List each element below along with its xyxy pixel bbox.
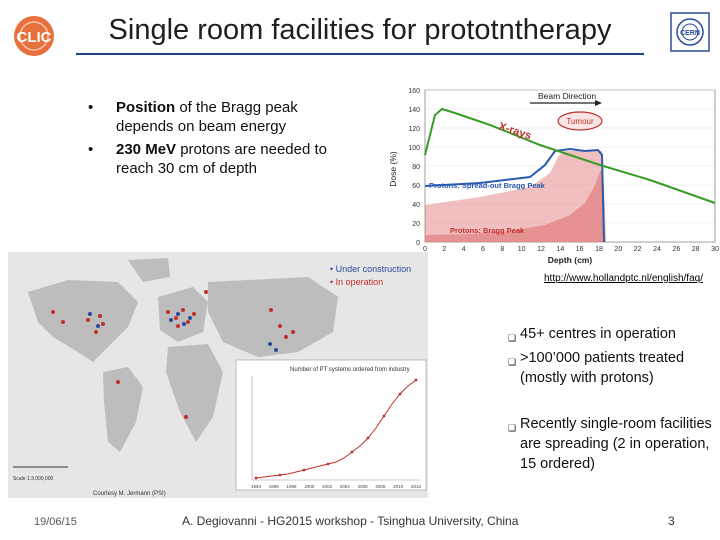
bragg-y-tick-label: 100: [408, 145, 420, 152]
title-underline: [76, 53, 644, 55]
tumour-ellipse: [557, 111, 603, 131]
slide-title: Single room facilities for prototntherap…: [108, 14, 612, 46]
bullet-item: • Position of the Bragg peak depends on …: [88, 99, 298, 135]
south-america: [103, 367, 143, 452]
bragg-grid: [425, 89, 715, 224]
footer-center: A. Degiovanni - HG2015 workshop - Tsingh…: [182, 514, 519, 528]
sobp-curve: [424, 147, 605, 243]
inset-year-label: 2002: [322, 484, 333, 489]
bragg-x-tick-label: 20: [614, 246, 622, 253]
inset-year-label: 1998: [287, 484, 298, 489]
bragg-y-tick-label: 20: [412, 221, 420, 228]
bragg-x-tick-label: 30: [711, 246, 719, 253]
bragg-x-tick-label: 4: [462, 246, 466, 253]
bragg-y-tick-label: 0: [416, 240, 420, 247]
bullet-item: • 230 MeV protons are needed to reach 30…: [88, 141, 327, 177]
stat-item: ❑ Recently single-room facilities are sp…: [508, 416, 712, 472]
square-bullet-icon: ❑: [508, 357, 517, 367]
inset-year-labels: 1994 1996 1998 2000 2002 2004 2006 2008 2010 2012: [251, 484, 422, 489]
inset-year-label: 2010: [393, 484, 404, 489]
north-america: [28, 280, 138, 362]
bragg-y-tick-label: 160: [408, 88, 420, 95]
inset-year-label: 1996: [269, 484, 280, 489]
asia: [208, 277, 338, 357]
stat-item: ❑ 45+ centres in operation: [508, 324, 720, 348]
bragg-x-tick-label: 24: [653, 246, 661, 253]
sobp-red-region: [425, 151, 604, 242]
beam-direction-arrowhead: [595, 100, 602, 106]
bragg-peak-area: [425, 171, 606, 242]
bragg-y-tick-label: 80: [412, 164, 420, 171]
bullet-bold: 230 MeV: [116, 141, 177, 158]
bragg-x-tick-label: 6: [481, 246, 485, 253]
bragg-y-tick-label: 40: [412, 202, 420, 209]
bragg-x-tick-label: 12: [537, 246, 545, 253]
stats-list: ❑ 45+ centres in operation ❑ >100’000 pa…: [508, 324, 720, 474]
clic-logo: CLIC: [14, 16, 54, 56]
inset-year-label: 2000: [304, 484, 315, 489]
page-number: 3: [668, 514, 675, 528]
bullet-list: • Position of the Bragg peak depends on …: [88, 98, 358, 182]
beam-direction-label: Beam Direction: [538, 91, 596, 101]
bragg-x-ticks: 0 2 4 6 8 10 12 14 16 18 20 22 24 26 28 30: [423, 246, 719, 253]
bragg-x-tick-label: 26: [672, 246, 680, 253]
inset-series: [255, 379, 417, 479]
bullet-text: of the Bragg peak depends on beam energy: [116, 99, 298, 135]
greenland: [128, 258, 170, 282]
construction-markers: [88, 312, 278, 352]
bullet-text: protons are needed to reach 30 cm of dep…: [116, 141, 327, 177]
inset-title: Number of PT systems ordered from indust…: [290, 367, 410, 373]
footer-date: 19/06/15: [34, 516, 77, 528]
bragg-ylabel: Dose (%): [388, 151, 398, 187]
xray-curve: [424, 107, 716, 204]
inset-year-label: 2008: [375, 484, 386, 489]
bragg-x-tick-label: 0: [423, 246, 427, 253]
map-scale: Scale 1:3,000,000: [13, 476, 54, 482]
operation-markers: [51, 290, 295, 419]
cern-logo-text: CERN: [680, 30, 700, 37]
world-map-figure: • Under construction • In operation Scal…: [8, 252, 428, 498]
source-link[interactable]: http://www.hollandptc.nl/english/faq/: [544, 273, 703, 284]
map-credit: Courtesy M. Jermann (PSI): [93, 491, 166, 497]
legend-operation: • In operation: [330, 277, 383, 287]
bragg-x-tick-label: 8: [500, 246, 504, 253]
bragg-x-tick-label: 14: [556, 246, 564, 253]
bragg-peak-label: Protons: Bragg Peak: [450, 226, 525, 235]
inset-year-label: 2006: [358, 484, 369, 489]
inset-chart-frame: [235, 359, 427, 491]
bullet-bold: Position: [116, 99, 180, 116]
bragg-x-tick-label: 16: [576, 246, 584, 253]
africa: [166, 344, 223, 442]
inset-year-label: 2004: [340, 484, 351, 489]
inset-year-label: 1994: [251, 484, 262, 489]
clic-logo-text: CLIC: [17, 29, 52, 46]
bragg-y-ticks: 0 20 40 60 80 100 120 140 160: [408, 88, 420, 247]
sobp-label: Protons: Spread-out Bragg Peak: [429, 181, 546, 190]
square-bullet-icon: ❑: [508, 333, 517, 343]
bragg-y-tick-label: 120: [408, 126, 420, 133]
cern-logo: CERN: [670, 12, 710, 52]
legend-construction: • Under construction: [330, 264, 411, 274]
stat-item: ❑ >100’000 patients treated (mostly with…: [508, 350, 685, 386]
tumour-label: Tumour: [566, 117, 594, 126]
inset-points: [254, 378, 418, 480]
europe: [158, 287, 208, 342]
bragg-x-tick-label: 2: [442, 246, 446, 253]
bragg-y-tick-label: 140: [408, 107, 420, 114]
bragg-x-tick-label: 22: [634, 246, 642, 253]
bragg-y-tick-label: 60: [412, 183, 420, 190]
bragg-x-tick-label: 28: [692, 246, 700, 253]
bragg-xlabel: Depth (cm): [548, 255, 593, 265]
square-bullet-icon: ❑: [508, 423, 517, 433]
bragg-x-tick-label: 10: [518, 246, 526, 253]
bragg-x-tick-label: 18: [595, 246, 603, 253]
inset-year-label: 2012: [411, 484, 422, 489]
